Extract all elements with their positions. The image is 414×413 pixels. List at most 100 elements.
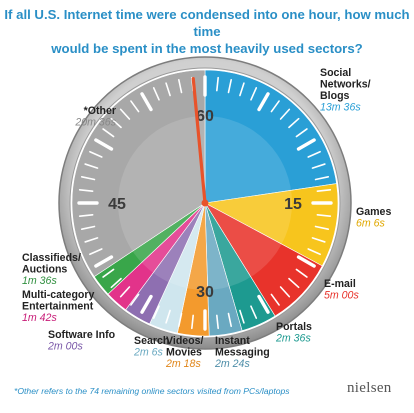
dial-number-30: 30 (196, 284, 214, 301)
major-tick (94, 255, 114, 268)
label-name-line: Messaging (215, 347, 270, 359)
major-tick (94, 138, 114, 151)
label-name-line: *Other (84, 105, 116, 117)
minor-tick (216, 76, 219, 92)
label-time: 2m 24s (214, 358, 250, 370)
minor-tick (316, 214, 332, 217)
minor-tick (178, 78, 183, 94)
minor-tick (239, 82, 245, 97)
chart-title: If all U.S. Internet time were condensed… (0, 6, 414, 57)
dial-number-60: 60 (196, 108, 214, 125)
label-name-line: Search (134, 335, 169, 347)
major-tick (296, 138, 316, 151)
label-name-line: Multi-category (22, 289, 95, 301)
minor-tick (102, 268, 115, 278)
minor-tick (307, 248, 321, 256)
minor-tick (102, 128, 115, 138)
label-name-line: Entertainment (22, 301, 94, 313)
minor-tick (314, 225, 330, 230)
dial-number-15: 15 (284, 196, 302, 213)
label-name-line: Instant (215, 335, 250, 347)
minor-tick (307, 150, 321, 158)
title-line-2: would be spent in the most heavily used … (51, 41, 363, 56)
minor-tick (78, 214, 94, 217)
clock-hand (191, 76, 207, 205)
minor-tick (288, 277, 300, 289)
slice-other (71, 69, 206, 278)
minor-tick (80, 225, 96, 230)
label-name-line: Networks/ (320, 79, 371, 91)
label-name-line: Movies (166, 347, 202, 359)
label-time: 20m 36s (74, 117, 116, 129)
minor-tick (270, 100, 280, 113)
label-time: 1m 42s (22, 312, 57, 324)
minor-tick (110, 277, 122, 289)
dial-number-45: 45 (108, 196, 126, 213)
label-name-line: Auctions (22, 264, 67, 276)
minor-tick (311, 163, 326, 169)
minor-tick (165, 82, 171, 97)
major-tick (140, 92, 153, 112)
label-name-line: Games (356, 206, 391, 218)
major-tick (257, 92, 270, 112)
minor-tick (84, 163, 99, 169)
minor-tick (239, 309, 245, 324)
minor-tick (314, 176, 330, 181)
minor-tick (279, 286, 291, 298)
minor-tick (152, 305, 160, 319)
minor-tick (216, 314, 219, 330)
minor-tick (119, 286, 131, 298)
minor-tick (227, 312, 232, 328)
label-name-line: E-mail (324, 278, 356, 290)
slice-games (204, 183, 339, 267)
label-name-line: Blogs (320, 90, 350, 102)
footnote: *Other refers to the 74 remaining online… (14, 386, 290, 396)
minor-tick (130, 293, 140, 306)
minor-tick (119, 108, 131, 120)
label-time: 2m 6s (133, 347, 164, 359)
minor-tick (89, 150, 103, 158)
label-name-line: Software Info (48, 329, 116, 341)
slice-social-networks-blogs (204, 69, 337, 204)
minor-tick (279, 108, 291, 120)
label-name-line: Social (320, 67, 351, 79)
minor-tick (270, 293, 280, 306)
label-time: 13m 36s (320, 102, 361, 114)
label-name-line: Portals (276, 321, 312, 333)
minor-tick (165, 309, 171, 324)
minor-tick (191, 314, 194, 330)
label-time: 2m 18s (165, 358, 201, 370)
nielsen-logo: nielsen (347, 380, 392, 396)
label-time: 2m 00s (47, 341, 83, 353)
minor-tick (295, 128, 308, 138)
minor-tick (250, 87, 258, 101)
label-time: 2m 36s (275, 333, 311, 345)
title-line-1: If all U.S. Internet time were condensed… (4, 7, 410, 39)
minor-tick (178, 312, 183, 328)
minor-tick (130, 100, 140, 113)
minor-tick (311, 237, 326, 243)
major-tick (140, 294, 153, 314)
minor-tick (80, 176, 96, 181)
clock-hand-pivot (201, 199, 209, 207)
minor-tick (227, 78, 232, 94)
label-time: 5m 00s (324, 290, 359, 302)
minor-tick (84, 237, 99, 243)
minor-tick (288, 117, 300, 129)
major-tick (257, 294, 270, 314)
minor-tick (250, 305, 258, 319)
minor-tick (295, 268, 308, 278)
minor-tick (89, 248, 103, 256)
minor-tick (152, 87, 160, 101)
